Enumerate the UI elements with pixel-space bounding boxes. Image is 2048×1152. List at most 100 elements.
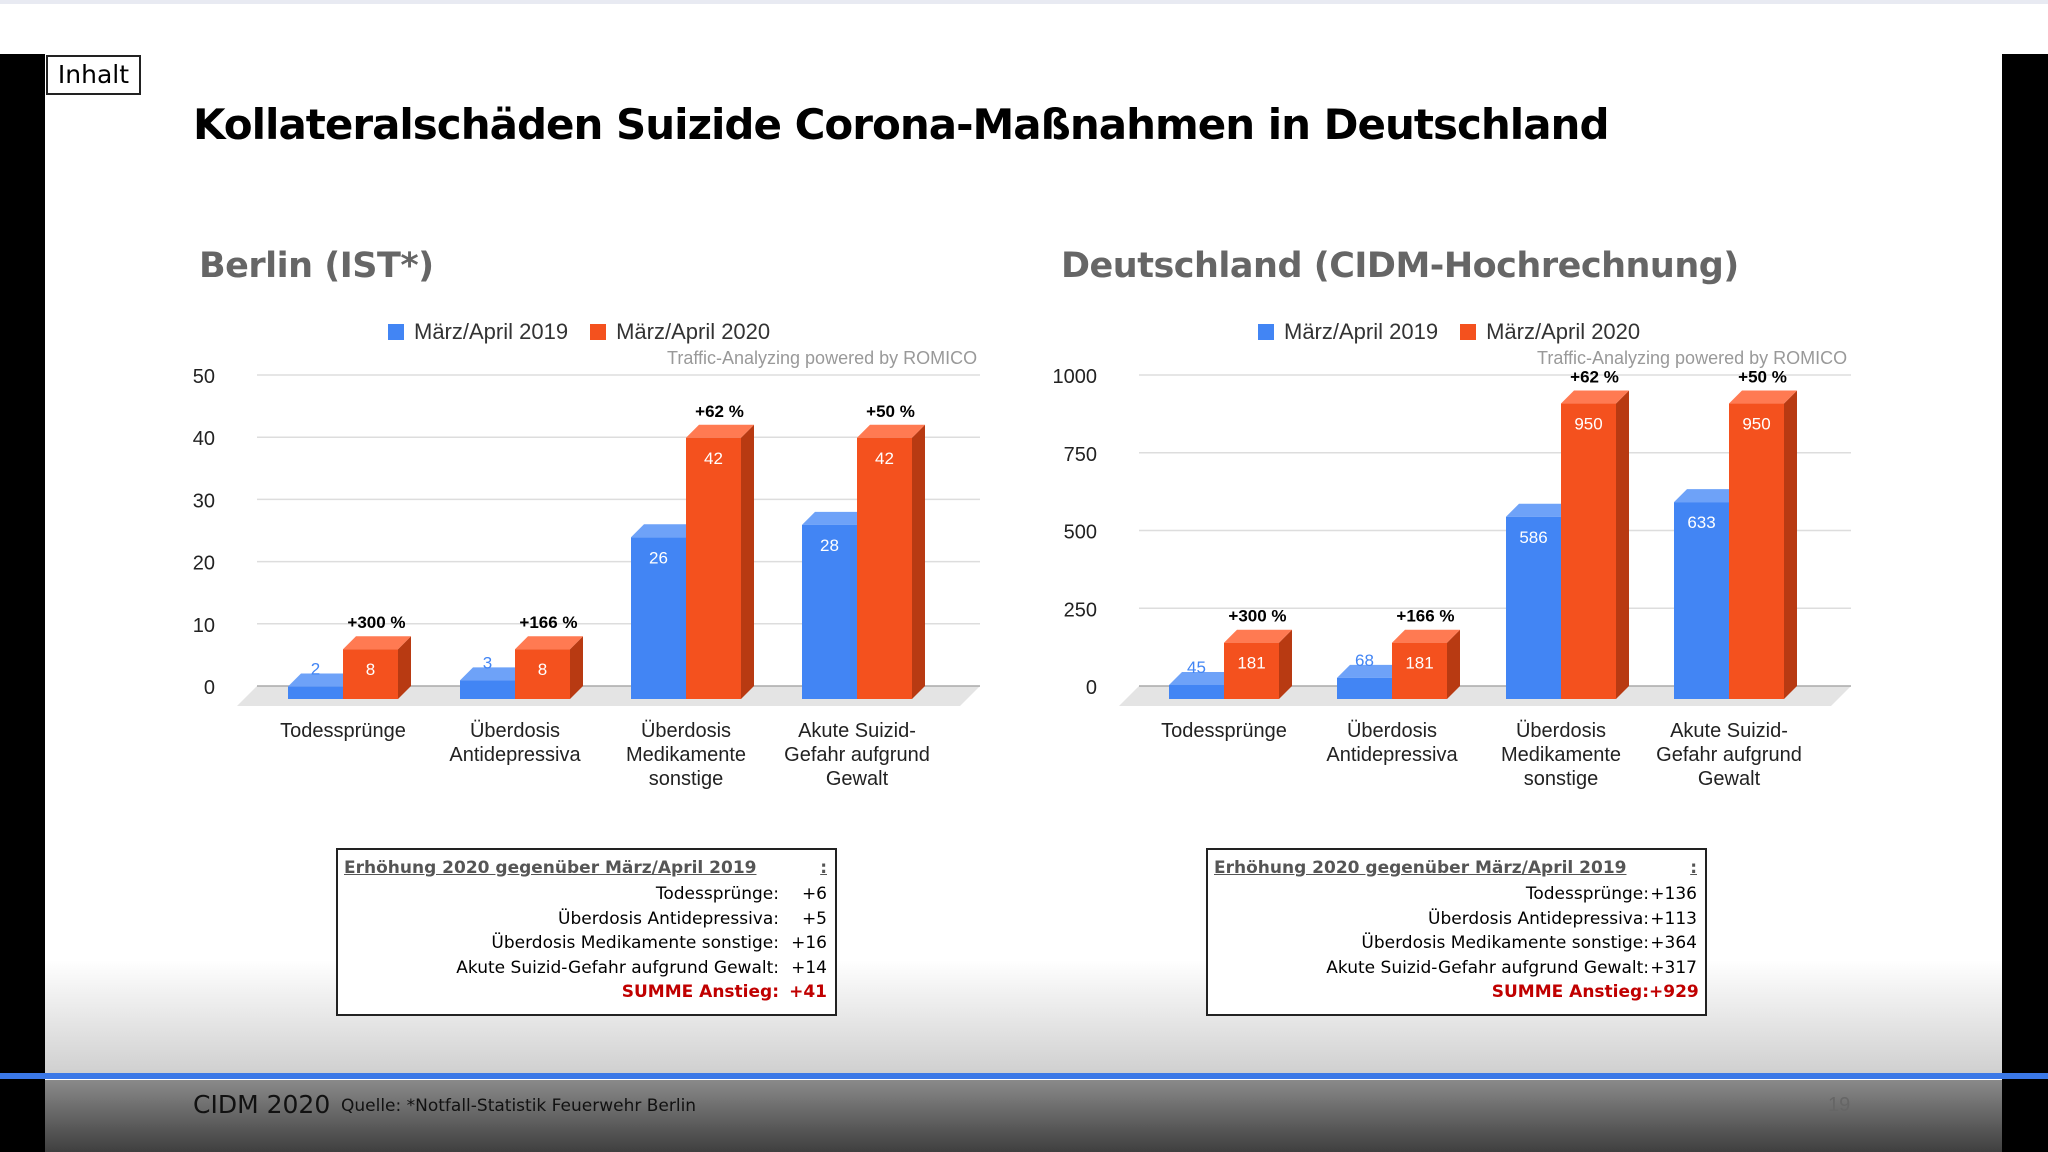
y-tick-label: 40 xyxy=(193,428,215,450)
increase-table-berlin: Erhöhung 2020 gegenüber März/April 2019:… xyxy=(336,848,837,1016)
heading-colon: : xyxy=(820,858,827,878)
percent-annotation: +50 % xyxy=(866,402,915,421)
bar-top-2020 xyxy=(343,636,411,650)
bar-side-2020 xyxy=(1616,390,1629,699)
row-label: Überdosis Antidepressiva: xyxy=(1428,908,1649,929)
data-label: 8 xyxy=(366,660,375,679)
bar-2020 xyxy=(343,649,398,699)
heading-colon: : xyxy=(1690,858,1697,878)
row-label: Überdosis Medikamente sonstige: xyxy=(491,933,779,953)
category-label: Antidepressiva xyxy=(449,744,581,766)
bar-top-2020 xyxy=(686,424,754,438)
data-label: 586 xyxy=(1519,528,1547,547)
category-label: Gefahr aufgrund xyxy=(784,744,930,766)
chart-floor xyxy=(237,686,980,706)
percent-annotation: +62 % xyxy=(1570,368,1619,387)
category-label: Antidepressiva xyxy=(1326,744,1458,766)
data-label: 45 xyxy=(1187,658,1206,677)
category-label: Medikamente xyxy=(1501,744,1621,766)
table-row: Überdosis Antidepressiva: +5 xyxy=(344,907,827,932)
heading-text: Erhöhung 2020 gegenüber März/April 2019 xyxy=(1214,858,1627,878)
row-value: +136 xyxy=(1650,884,1697,904)
bar-2019 xyxy=(802,524,857,699)
legend-swatch-2019 xyxy=(1258,324,1274,340)
table-heading: Erhöhung 2020 gegenüber März/April 2019: xyxy=(1214,858,1697,882)
y-tick-label: 20 xyxy=(193,553,215,575)
legend-deutschland: März/April 2019 März/April 2020 xyxy=(1258,319,1640,345)
bar-top-2020 xyxy=(1729,390,1797,404)
category-label: Überdosis xyxy=(470,720,560,742)
y-tick-label: 1000 xyxy=(1053,366,1098,388)
table-row: Überdosis Medikamente sonstige: +364 xyxy=(1214,931,1697,956)
bar-2020 xyxy=(686,437,741,699)
legend-swatch-2020 xyxy=(590,324,607,340)
table-row: Überdosis Antidepressiva: +113 xyxy=(1214,907,1697,932)
bar-top-2020 xyxy=(1224,629,1292,643)
row-value: +317 xyxy=(1650,957,1697,978)
legend-label: März/April 2020 xyxy=(1486,319,1641,344)
heading-text: Erhöhung 2020 gegenüber März/April 2019 xyxy=(344,858,757,878)
data-label: 181 xyxy=(1237,654,1265,673)
bar-side-2020 xyxy=(398,636,411,699)
row-value: +929 xyxy=(1649,982,1699,1002)
y-tick-label: 250 xyxy=(1064,599,1097,621)
row-label: Überdosis Antidepressiva: xyxy=(558,908,779,929)
y-tick-label: 500 xyxy=(1064,522,1097,544)
percent-annotation: +50 % xyxy=(1738,368,1787,387)
chart-deutschland: 0 250 500 750 1000 45 181 +300 % Todessprünge 68 1… xyxy=(1053,366,1851,790)
legend-swatch-2019 xyxy=(388,324,404,340)
legend-swatch-2020 xyxy=(1460,324,1477,340)
bar-2019 xyxy=(1169,685,1224,699)
percent-annotation: +166 % xyxy=(519,613,577,632)
percent-annotation: +300 % xyxy=(347,613,405,632)
row-label: Todessprünge: xyxy=(655,884,779,904)
footer-brand: CIDM 2020 xyxy=(193,1090,331,1119)
right-black-bar xyxy=(2002,54,2048,1152)
legend-item-2019: März/April 2019 xyxy=(1258,319,1438,345)
left-black-bar xyxy=(0,54,45,1152)
chart-floor xyxy=(1119,686,1851,706)
category-label: Gewalt xyxy=(826,768,889,790)
watermark: Traffic-Analyzing powered by ROMICO xyxy=(667,348,978,368)
category-label: Akute Suizid- xyxy=(798,720,916,742)
row-label: SUMME Anstieg: xyxy=(621,982,779,1002)
row-label: Akute Suizid-Gefahr aufgrund Gewalt: xyxy=(1326,957,1649,978)
bar-side-2020 xyxy=(912,424,925,699)
data-label: 68 xyxy=(1355,651,1374,670)
table-row: Akute Suizid-Gefahr aufgrund Gewalt: +14 xyxy=(344,956,827,981)
bar-2019 xyxy=(1337,677,1392,699)
chart-title-deutschland: Deutschland (CIDM-Hochrechnung) xyxy=(1061,246,1739,286)
y-tick-label: 30 xyxy=(193,490,215,512)
page-number: 19 xyxy=(1828,1094,1851,1116)
bar-side-2020 xyxy=(1279,629,1292,699)
bar-2020 xyxy=(1729,403,1784,699)
bar-side-2020 xyxy=(741,424,754,699)
row-value: +5 xyxy=(801,908,827,929)
category-label: sonstige xyxy=(1524,768,1599,790)
footer xyxy=(45,1080,2002,1152)
category-label: Überdosis xyxy=(641,720,731,742)
legend-item-2019: März/April 2019 xyxy=(388,319,568,345)
chart-title-berlin: Berlin (IST*) xyxy=(199,246,434,286)
row-value: +113 xyxy=(1650,908,1697,929)
top-border xyxy=(0,0,2048,4)
inhalt-button[interactable]: Inhalt xyxy=(46,55,141,95)
row-label: Überdosis Medikamente sonstige: xyxy=(1361,933,1649,953)
bar-top-2019 xyxy=(802,511,870,525)
bar-top-2019 xyxy=(460,667,528,681)
bar-top-2020 xyxy=(1392,629,1460,643)
table-heading: Erhöhung 2020 gegenüber März/April 2019: xyxy=(344,858,827,882)
footer-divider xyxy=(0,1073,2048,1079)
category-label: Überdosis xyxy=(1347,720,1437,742)
increase-table-deutschland: Erhöhung 2020 gegenüber März/April 2019:… xyxy=(1206,848,1707,1016)
category-label: Todessprünge xyxy=(1161,720,1287,742)
bar-2019 xyxy=(631,537,686,699)
bar-2020 xyxy=(1392,642,1447,699)
category-label: Medikamente xyxy=(626,744,746,766)
bar-top-2020 xyxy=(1561,390,1629,404)
bar-top-2019 xyxy=(1169,672,1237,686)
y-tick-label: 750 xyxy=(1064,444,1097,466)
sum-row: SUMME Anstieg: +41 xyxy=(344,980,827,1005)
footer-source: Quelle: *Notfall-Statistik Feuerwehr Ber… xyxy=(341,1096,697,1116)
